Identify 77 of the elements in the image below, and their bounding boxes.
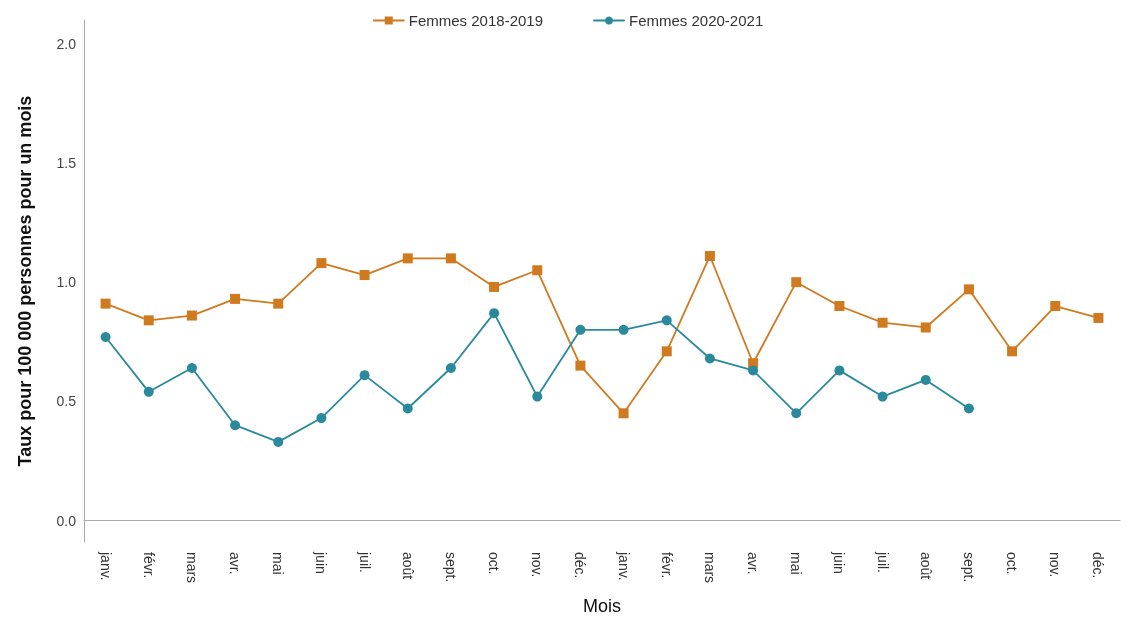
point bbox=[143, 315, 154, 326]
x-tick-label: mai bbox=[788, 552, 805, 575]
point bbox=[489, 308, 500, 319]
point bbox=[748, 365, 759, 376]
y-tick-label: 0.5 bbox=[56, 393, 77, 410]
point bbox=[791, 277, 802, 288]
point bbox=[445, 363, 456, 373]
point bbox=[575, 360, 586, 371]
point bbox=[963, 284, 974, 295]
x-tick-label: juin bbox=[831, 551, 848, 574]
point bbox=[489, 281, 500, 292]
x-tick-label: sept. bbox=[442, 552, 459, 583]
x-tick-label: oct. bbox=[486, 552, 503, 575]
x-tick-label: juin bbox=[313, 551, 330, 574]
point bbox=[1050, 301, 1061, 312]
point bbox=[532, 391, 543, 402]
point bbox=[100, 298, 111, 309]
x-tick-label: nov. bbox=[529, 552, 546, 578]
point bbox=[316, 413, 327, 424]
point bbox=[661, 346, 672, 357]
point bbox=[877, 391, 888, 402]
legend-label: Femmes 2020-2021 bbox=[629, 12, 764, 29]
point bbox=[877, 317, 888, 328]
y-tick-label: 1.5 bbox=[56, 155, 77, 172]
point bbox=[532, 265, 543, 276]
point bbox=[1093, 312, 1104, 323]
point bbox=[273, 298, 284, 309]
x-tick-label: févr. bbox=[140, 552, 157, 579]
point bbox=[963, 403, 974, 414]
x-tick-label: févr. bbox=[658, 552, 675, 579]
point bbox=[100, 332, 111, 343]
point bbox=[661, 315, 672, 326]
x-tick-label: déc. bbox=[572, 552, 589, 579]
point bbox=[230, 293, 241, 304]
point bbox=[186, 363, 197, 373]
y-tick-label: 0.0 bbox=[56, 512, 77, 529]
x-tick-label: déc. bbox=[1090, 552, 1107, 579]
y-tick-label: 1.0 bbox=[56, 274, 77, 291]
point bbox=[618, 324, 629, 335]
point bbox=[316, 258, 327, 269]
point bbox=[704, 353, 715, 364]
x-tick-label: mars bbox=[183, 552, 200, 584]
x-tick-label: sept. bbox=[960, 552, 977, 583]
point bbox=[186, 310, 197, 321]
point bbox=[143, 386, 154, 397]
point bbox=[920, 322, 931, 333]
legend-label: Femmes 2018-2019 bbox=[408, 12, 544, 29]
point bbox=[273, 436, 284, 447]
point bbox=[704, 250, 715, 261]
point bbox=[920, 374, 931, 385]
x-tick-label: avr. bbox=[227, 552, 244, 575]
point bbox=[791, 408, 802, 419]
x-tick-label: juil. bbox=[356, 551, 373, 574]
point bbox=[230, 420, 241, 431]
x-axis-title: Mois bbox=[582, 596, 622, 616]
point bbox=[402, 253, 413, 264]
point bbox=[834, 301, 845, 312]
point bbox=[618, 408, 629, 419]
point bbox=[359, 270, 370, 281]
point bbox=[834, 365, 845, 376]
x-tick-label: août bbox=[399, 552, 416, 580]
point bbox=[445, 253, 456, 264]
point bbox=[1007, 346, 1018, 357]
x-tick-label: juil. bbox=[874, 551, 891, 574]
point bbox=[575, 324, 586, 335]
x-tick-label: mai bbox=[270, 552, 287, 575]
x-tick-label: oct. bbox=[1004, 552, 1021, 575]
x-tick-label: mars bbox=[701, 552, 718, 584]
x-tick-label: nov. bbox=[1047, 552, 1064, 578]
y-axis-title: Taux pour 100 000 personnes pour un mois bbox=[15, 95, 35, 467]
x-tick-label: janv. bbox=[97, 551, 114, 581]
point bbox=[402, 403, 413, 414]
x-tick-label: janv. bbox=[615, 551, 632, 581]
point bbox=[359, 370, 370, 381]
x-tick-label: août bbox=[917, 552, 934, 580]
y-tick-label: 2.0 bbox=[56, 35, 77, 52]
x-tick-label: avr. bbox=[745, 552, 762, 575]
